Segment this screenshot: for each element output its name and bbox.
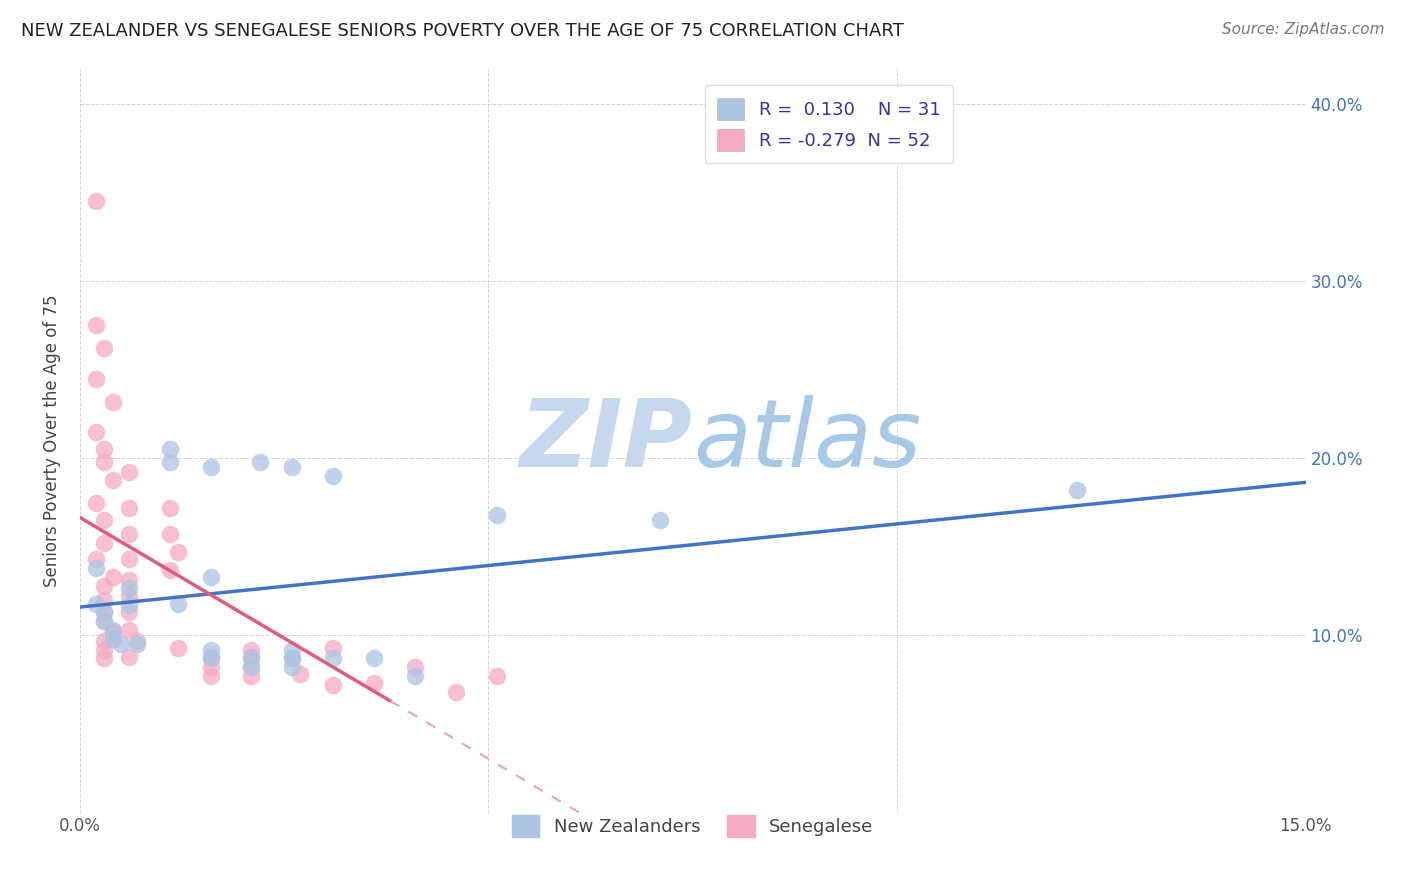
Point <box>93 442 115 457</box>
Point <box>84 561 107 575</box>
Point <box>93 455 115 469</box>
Point <box>84 597 107 611</box>
Point <box>281 651 304 665</box>
Point <box>93 651 115 665</box>
Point <box>281 651 304 665</box>
Point <box>167 640 190 655</box>
Point <box>101 632 124 646</box>
Point <box>200 651 222 665</box>
Point <box>404 669 426 683</box>
Point <box>84 552 107 566</box>
Text: atlas: atlas <box>693 395 921 486</box>
Text: NEW ZEALANDER VS SENEGALESE SENIORS POVERTY OVER THE AGE OF 75 CORRELATION CHART: NEW ZEALANDER VS SENEGALESE SENIORS POVE… <box>21 22 904 40</box>
Point <box>444 685 467 699</box>
Point <box>648 513 671 527</box>
Point <box>240 642 263 657</box>
Point <box>118 581 141 595</box>
Point <box>200 570 222 584</box>
Point <box>118 606 141 620</box>
Point <box>118 574 141 588</box>
Point <box>290 667 312 681</box>
Point <box>485 669 508 683</box>
Point <box>84 495 107 509</box>
Point <box>118 599 141 613</box>
Point <box>110 637 132 651</box>
Point <box>93 614 115 628</box>
Point <box>322 469 344 483</box>
Point <box>118 552 141 566</box>
Point <box>125 633 148 648</box>
Point <box>118 500 141 515</box>
Point <box>93 606 115 620</box>
Point <box>84 318 107 333</box>
Point <box>404 660 426 674</box>
Point <box>200 649 222 664</box>
Point <box>118 623 141 637</box>
Point <box>281 660 304 674</box>
Point <box>101 623 124 637</box>
Point <box>322 640 344 655</box>
Point <box>93 342 115 356</box>
Point <box>240 651 263 665</box>
Point <box>159 527 181 541</box>
Point <box>84 194 107 209</box>
Point <box>240 649 263 664</box>
Point <box>93 606 115 620</box>
Point <box>125 637 148 651</box>
Legend: New Zealanders, Senegalese: New Zealanders, Senegalese <box>505 808 880 845</box>
Point <box>159 455 181 469</box>
Point <box>363 651 385 665</box>
Point <box>93 536 115 550</box>
Point <box>101 624 124 639</box>
Point <box>118 649 141 664</box>
Point <box>93 614 115 628</box>
Point <box>200 642 222 657</box>
Point <box>200 669 222 683</box>
Point <box>167 597 190 611</box>
Point <box>159 563 181 577</box>
Point <box>93 513 115 527</box>
Point <box>93 579 115 593</box>
Point <box>159 442 181 457</box>
Point <box>363 676 385 690</box>
Point <box>93 642 115 657</box>
Point <box>93 593 115 607</box>
Point <box>84 425 107 439</box>
Point <box>118 590 141 604</box>
Point <box>281 460 304 475</box>
Point <box>101 394 124 409</box>
Point <box>485 508 508 522</box>
Point <box>322 678 344 692</box>
Y-axis label: Seniors Poverty Over the Age of 75: Seniors Poverty Over the Age of 75 <box>44 294 60 587</box>
Point <box>167 545 190 559</box>
Point <box>200 460 222 475</box>
Point <box>118 466 141 480</box>
Point <box>101 570 124 584</box>
Point <box>240 660 263 674</box>
Text: Source: ZipAtlas.com: Source: ZipAtlas.com <box>1222 22 1385 37</box>
Point <box>240 660 263 674</box>
Point <box>200 660 222 674</box>
Point <box>240 669 263 683</box>
Point <box>1066 483 1088 497</box>
Point <box>93 633 115 648</box>
Point <box>249 455 271 469</box>
Point <box>281 642 304 657</box>
Point <box>118 527 141 541</box>
Text: ZIP: ZIP <box>520 394 693 486</box>
Point <box>159 500 181 515</box>
Point <box>101 473 124 487</box>
Point <box>84 371 107 385</box>
Point <box>322 651 344 665</box>
